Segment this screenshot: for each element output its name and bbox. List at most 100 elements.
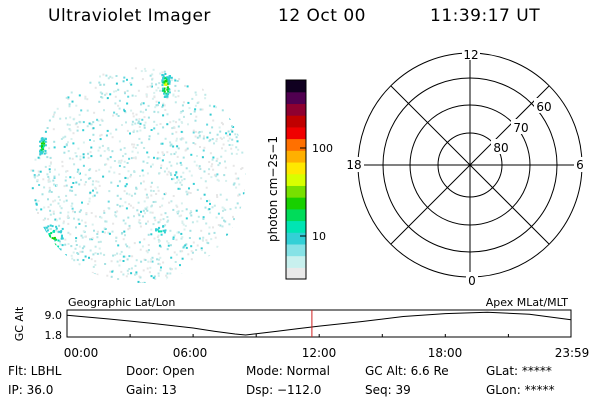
disk-pixel [65,199,68,202]
disk-pixel [230,147,233,150]
disk-pixel [48,190,51,193]
disk-pixel [169,244,172,247]
disk-pixel [57,195,60,198]
disk-pixel [115,240,118,243]
disk-pixel [68,123,71,126]
disk-pixel [101,144,104,147]
disk-pixel [65,96,68,99]
disk-pixel [176,162,179,165]
disk-bright-pixel [43,246,46,248]
disk-pixel [76,171,79,173]
disk-pixel [193,110,196,113]
disk-pixel [233,218,235,221]
disk-pixel [87,203,90,205]
disk-pixel [220,121,223,124]
disk-pixel [194,135,197,138]
disk-pixel [185,243,188,246]
disk-bright-pixel [157,230,160,233]
disk-pixel [86,109,89,112]
disk-pixel [162,261,165,264]
disk-pixel [130,173,132,176]
disk-pixel [48,147,51,150]
disk-pixel [48,168,51,171]
disk-pixel [185,208,188,211]
polar-meridian-diag-2 [390,85,550,245]
disk-pixel [224,166,227,169]
disk-pixel [130,83,133,86]
colorbar-cell [286,208,306,222]
disk-pixel [84,225,87,228]
disk-pixel [89,238,91,241]
disk-pixel [238,193,241,196]
disk-pixel [239,206,242,209]
disk-bright-pixel [161,74,164,76]
disk-pixel [142,180,145,183]
disk-bright-pixel [61,244,64,247]
disk-pixel [63,145,66,148]
disk-pixel [191,251,194,254]
disk-pixel [144,207,147,210]
disk-pixel [124,177,127,179]
disk-pixel [174,182,177,184]
disk-pixel [175,121,177,124]
disk-pixel [234,133,237,136]
disk-pixel [49,156,52,159]
disk-pixel [79,155,82,158]
disk-pixel [49,213,52,216]
disk-pixel [122,255,125,258]
disk-pixel [222,136,225,139]
disk-pixel [103,109,105,112]
disk-bright-pixel [51,225,54,228]
disk-pixel [164,73,167,75]
disk-pixel [220,138,223,140]
disk-pixel [92,121,95,124]
disk-pixel [175,171,178,174]
disk-pixel [146,251,149,254]
disk-pixel [225,179,228,182]
disk-bright-pixel [168,88,171,91]
disk-pixel [184,224,187,227]
disk-bright-pixel [57,239,60,242]
disk-pixel [114,211,117,214]
disk-pixel [66,123,69,126]
disk-pixel [172,145,175,148]
disk-pixel [84,173,87,176]
polar-label-bg-12 [462,46,480,60]
disk-pixel [194,91,197,94]
disk-pixel [149,266,152,269]
disk-pixel [181,222,184,224]
disk-pixel [157,252,160,255]
disk-pixel [78,113,81,116]
disk-pixel [71,202,74,205]
disk-pixel [207,173,210,175]
status-glat: GLat: ***** [486,364,552,378]
disk-pixel [64,254,67,256]
disk-pixel [144,121,147,124]
disk-pixel [115,75,118,77]
disk-pixel [227,139,230,142]
disk-pixel [135,273,138,276]
disk-pixel [124,152,127,155]
disk-pixel [150,82,153,85]
disk-pixel [80,109,83,112]
disk-pixel [124,255,127,258]
header-bar: Ultraviolet Imager 12 Oct 00 11:39:17 UT [0,6,600,30]
disk-pixel [157,221,160,224]
disk-pixel [74,247,77,250]
disk-pixel [236,202,239,205]
disk-pixel [215,138,218,140]
disk-pixel [156,157,159,160]
disk-pixel [216,133,219,136]
disk-pixel [211,163,214,166]
disk-bright-pixel [167,79,170,82]
disk-bright-pixel [42,140,45,143]
disk-pixel [78,245,81,248]
disk-pixel [111,230,114,233]
disk-pixel [170,153,173,156]
disk-pixel [169,121,172,124]
observation-date: 12 Oct 00 [278,6,366,26]
disk-pixel [131,94,134,97]
disk-pixel [212,156,215,159]
disk-bright-pixel [39,150,41,153]
disk-pixel [100,133,103,136]
